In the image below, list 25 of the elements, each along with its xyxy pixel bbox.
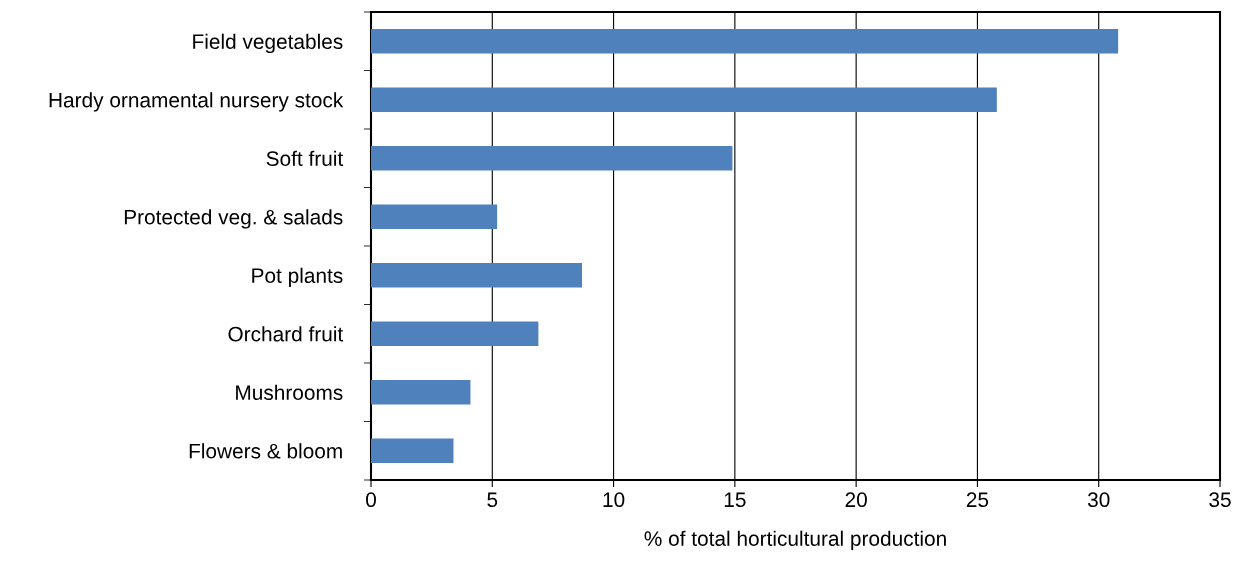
bar: [371, 28, 1119, 54]
x-tick-label: 5: [487, 492, 498, 508]
bar: [371, 87, 997, 113]
x-axis-title: % of total horticultural production: [644, 530, 946, 551]
y-tick-label: Soft fruit: [266, 150, 344, 166]
x-tick-label: 10: [603, 492, 625, 508]
bar: [371, 204, 498, 230]
x-tick-label: 25: [966, 492, 989, 508]
bar: [371, 379, 471, 405]
y-tick-label: Hardy ornamental nursery stock: [49, 92, 344, 112]
x-tick-label: 35: [1209, 492, 1231, 508]
y-tick-label: Flowers & bloom: [189, 443, 342, 459]
bar: [371, 145, 733, 171]
x-tick-label: 0: [366, 492, 376, 508]
y-tick-label: Mushrooms: [236, 384, 343, 400]
y-tick-label: Pot plants: [252, 267, 343, 288]
y-tick-label: Protected veg. & salads: [124, 209, 343, 229]
x-tick-label: 30: [1087, 492, 1110, 508]
x-tick-label: 20: [845, 492, 867, 508]
y-tick-label: Orchard fruit: [228, 326, 344, 342]
bar: [371, 438, 454, 464]
y-tick-label: Field vegetables: [193, 33, 343, 54]
bar: [371, 262, 583, 288]
bar: [371, 321, 539, 347]
x-tick-label: 15: [724, 492, 746, 508]
